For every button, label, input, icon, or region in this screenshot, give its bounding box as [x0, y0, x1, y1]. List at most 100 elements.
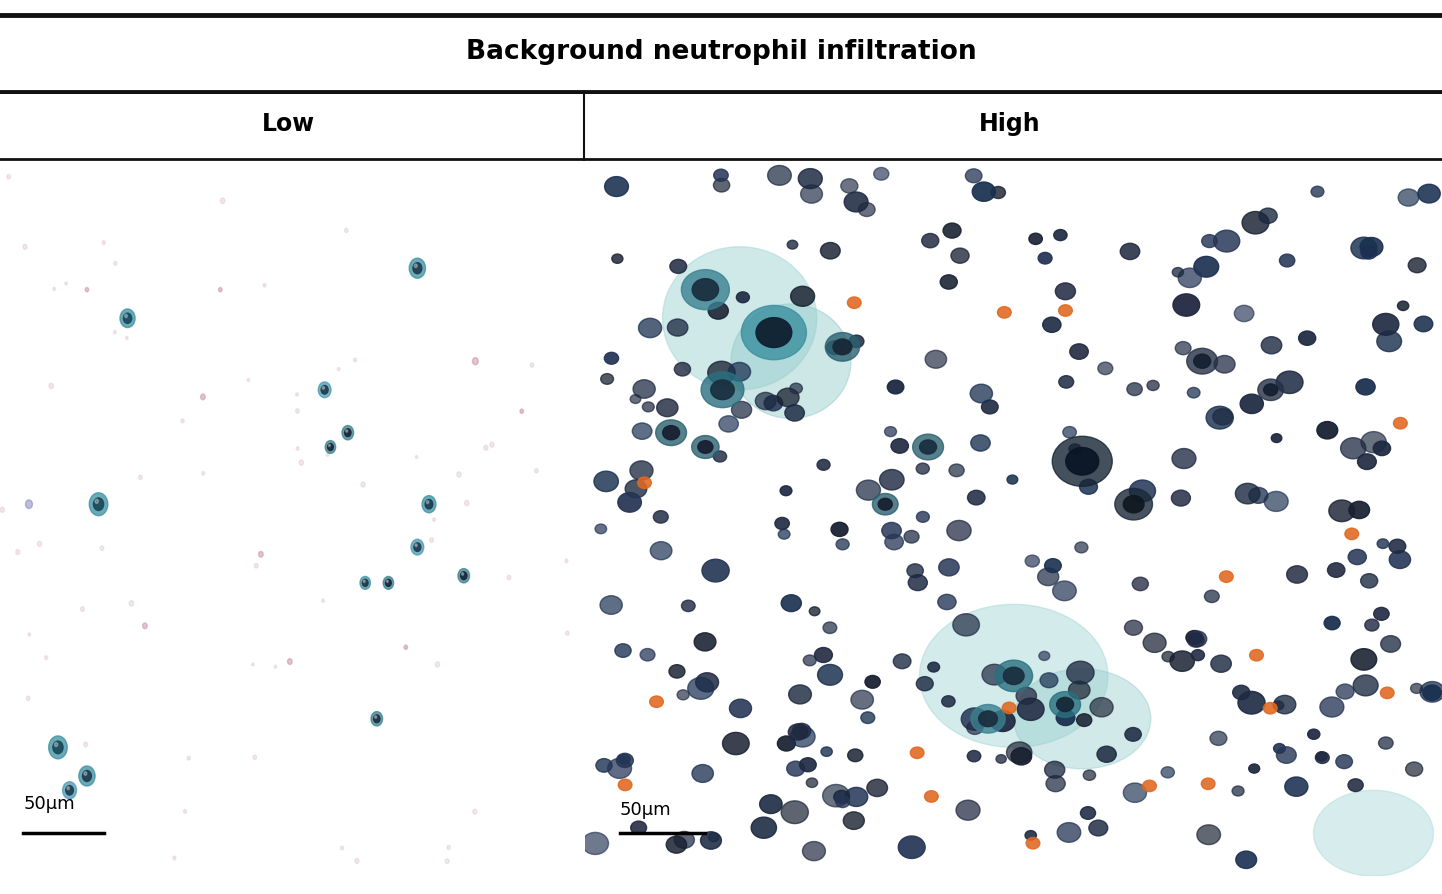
- Circle shape: [1319, 697, 1344, 717]
- Circle shape: [965, 169, 982, 182]
- Circle shape: [371, 712, 382, 726]
- Circle shape: [1214, 356, 1234, 373]
- Circle shape: [1420, 681, 1442, 702]
- Circle shape: [1030, 233, 1043, 244]
- Circle shape: [27, 633, 30, 637]
- Circle shape: [1299, 331, 1315, 345]
- Circle shape: [433, 518, 435, 521]
- Circle shape: [1115, 488, 1152, 520]
- Circle shape: [296, 409, 300, 413]
- Circle shape: [692, 279, 718, 300]
- Circle shape: [1330, 500, 1354, 521]
- Circle shape: [656, 399, 678, 417]
- Circle shape: [678, 690, 689, 700]
- Circle shape: [970, 434, 991, 451]
- Circle shape: [614, 644, 632, 657]
- Circle shape: [200, 394, 205, 400]
- Circle shape: [671, 259, 686, 274]
- Circle shape: [858, 203, 875, 216]
- Circle shape: [972, 182, 995, 201]
- Circle shape: [1077, 713, 1092, 727]
- Circle shape: [920, 440, 936, 454]
- Circle shape: [362, 579, 368, 586]
- Circle shape: [675, 831, 695, 848]
- Circle shape: [916, 463, 929, 474]
- Text: Background neutrophil infiltration: Background neutrophil infiltration: [466, 39, 976, 65]
- Circle shape: [415, 456, 418, 459]
- Circle shape: [702, 560, 730, 582]
- Circle shape: [1044, 762, 1064, 778]
- Circle shape: [1214, 230, 1240, 252]
- Circle shape: [820, 746, 832, 756]
- Circle shape: [722, 732, 750, 755]
- Circle shape: [601, 374, 613, 384]
- Circle shape: [1273, 744, 1285, 754]
- Circle shape: [1328, 563, 1345, 578]
- Circle shape: [1197, 825, 1220, 845]
- Circle shape: [1142, 780, 1156, 792]
- Circle shape: [831, 522, 848, 536]
- Circle shape: [355, 858, 359, 864]
- Circle shape: [23, 244, 27, 249]
- Circle shape: [298, 460, 303, 465]
- Circle shape: [447, 846, 450, 849]
- Circle shape: [698, 441, 712, 453]
- Circle shape: [360, 482, 365, 487]
- Circle shape: [16, 550, 20, 554]
- Circle shape: [731, 401, 751, 418]
- Circle shape: [1355, 379, 1376, 395]
- Circle shape: [1409, 257, 1426, 273]
- Circle shape: [1007, 742, 1032, 763]
- Circle shape: [885, 535, 903, 550]
- Circle shape: [991, 187, 1005, 198]
- Circle shape: [968, 750, 981, 762]
- Circle shape: [1080, 806, 1096, 819]
- Circle shape: [258, 552, 264, 557]
- Circle shape: [1389, 539, 1406, 553]
- Circle shape: [728, 362, 751, 381]
- Circle shape: [1204, 590, 1220, 603]
- Circle shape: [916, 677, 933, 691]
- Circle shape: [656, 420, 686, 445]
- Circle shape: [49, 736, 68, 759]
- Circle shape: [917, 511, 929, 522]
- Circle shape: [1361, 432, 1386, 452]
- Circle shape: [836, 539, 849, 550]
- Circle shape: [124, 315, 127, 317]
- Circle shape: [787, 761, 805, 776]
- Circle shape: [619, 780, 632, 790]
- Circle shape: [1063, 426, 1076, 438]
- Text: 50μm: 50μm: [620, 801, 672, 819]
- Circle shape: [114, 331, 117, 333]
- Circle shape: [849, 335, 864, 348]
- Circle shape: [1337, 684, 1354, 699]
- Circle shape: [714, 179, 730, 192]
- Circle shape: [1178, 268, 1201, 288]
- Circle shape: [1361, 246, 1377, 259]
- Circle shape: [1324, 616, 1340, 629]
- Circle shape: [904, 530, 919, 543]
- Circle shape: [682, 270, 730, 309]
- Circle shape: [809, 607, 820, 616]
- Circle shape: [782, 801, 809, 823]
- Circle shape: [173, 856, 176, 860]
- Circle shape: [1377, 539, 1389, 549]
- Circle shape: [1240, 394, 1263, 414]
- Circle shape: [1125, 620, 1142, 636]
- Circle shape: [221, 198, 225, 204]
- Circle shape: [326, 441, 336, 453]
- Circle shape: [1191, 650, 1204, 661]
- Circle shape: [1231, 786, 1244, 796]
- Circle shape: [942, 696, 955, 707]
- Circle shape: [1185, 630, 1203, 645]
- Circle shape: [1123, 783, 1146, 803]
- Circle shape: [1273, 696, 1296, 713]
- Circle shape: [326, 453, 329, 456]
- Ellipse shape: [1314, 790, 1433, 876]
- Circle shape: [991, 711, 1015, 731]
- Circle shape: [1279, 254, 1295, 267]
- Circle shape: [633, 380, 655, 398]
- Circle shape: [187, 756, 190, 760]
- Circle shape: [790, 286, 815, 307]
- Circle shape: [799, 169, 822, 189]
